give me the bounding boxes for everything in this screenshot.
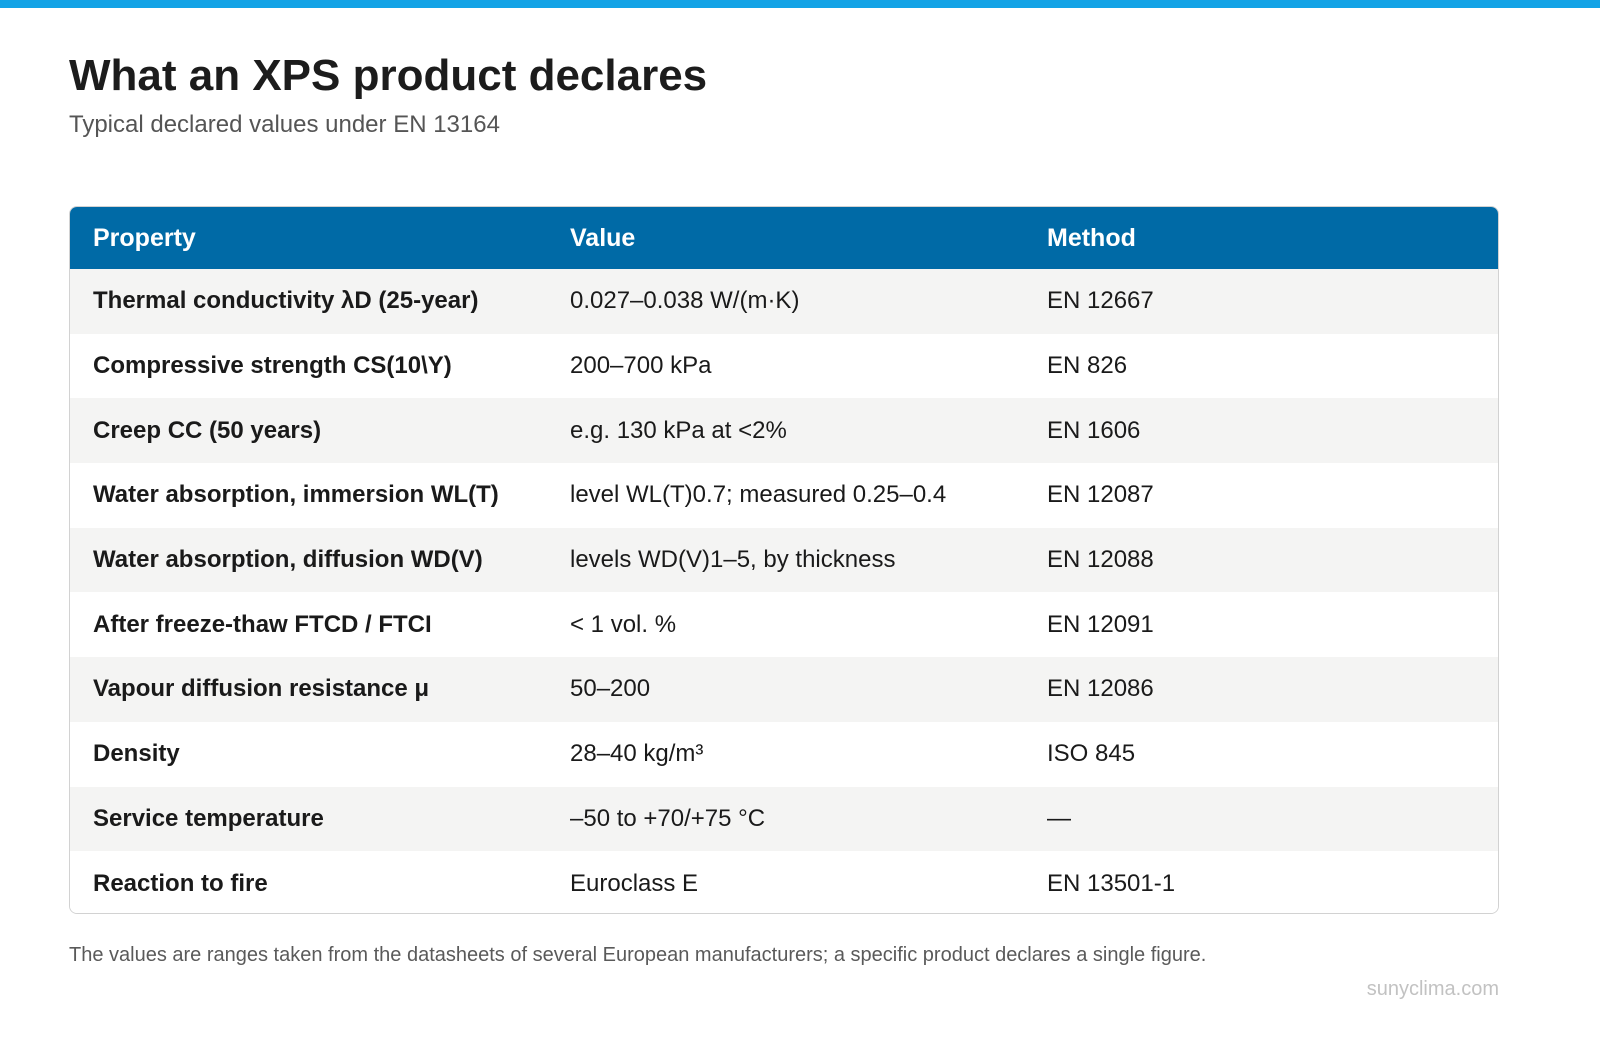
table-row: Vapour diffusion resistance μ 50–200 EN … <box>70 657 1498 722</box>
cell-method: EN 12091 <box>1047 610 1154 638</box>
column-header-method: Method <box>1047 223 1136 252</box>
cell-property: Thermal conductivity λD (25-year) <box>93 287 479 315</box>
cell-value: 200–700 kPa <box>570 352 712 380</box>
cell-property: Water absorption, immersion WL(T) <box>93 481 499 509</box>
cell-value: < 1 vol. % <box>570 610 677 638</box>
cell-property: Compressive strength CS(10\Y) <box>93 352 452 380</box>
source-credit: sunyclima.com <box>1366 978 1499 1000</box>
cell-method: EN 12088 <box>1047 546 1154 574</box>
cell-method: EN 13501-1 <box>1047 869 1176 897</box>
cell-value: e.g. 130 kPa at <2% <box>570 416 787 444</box>
table-row: Water absorption, diffusion WD(V) levels… <box>70 527 1498 593</box>
table-row: Creep CC (50 years) e.g. 130 kPa at <2% … <box>70 398 1498 464</box>
table-row: Reaction to fire Euroclass E EN 13501-1 <box>70 851 1498 913</box>
cell-value: 0.027–0.038 W/(m·K) <box>570 287 800 315</box>
cell-property: Reaction to fire <box>93 869 268 897</box>
table-row: Density 28–40 kg/m³ ISO 845 <box>70 721 1498 787</box>
cell-property: After freeze-thaw FTCD / FTCI <box>93 610 432 638</box>
column-header-property: Property <box>93 223 196 252</box>
cell-method: EN 12086 <box>1047 675 1154 703</box>
cell-property: Vapour diffusion resistance μ <box>93 675 430 703</box>
page-title: What an XPS product declares <box>69 51 708 100</box>
properties-table-card: Property Value Method Thermal conductivi… <box>69 206 1499 914</box>
cell-value: 50–200 <box>570 675 651 703</box>
column-header-value: Value <box>570 223 636 252</box>
cell-value: 28–40 kg/m³ <box>570 740 704 768</box>
table-header-row: Property Value Method <box>70 207 1498 269</box>
footnote: The values are ranges taken from the dat… <box>69 944 1207 966</box>
cell-value: levels WD(V)1–5, by thickness <box>570 546 896 574</box>
table-row: Compressive strength CS(10\Y) 200–700 kP… <box>70 333 1498 399</box>
cell-property: Density <box>93 740 180 768</box>
cell-method: EN 826 <box>1047 352 1128 380</box>
properties-table: Property Value Method Thermal conductivi… <box>70 207 1498 913</box>
cell-method: EN 1606 <box>1047 416 1141 444</box>
cell-property: Water absorption, diffusion WD(V) <box>93 546 483 574</box>
cell-method: — <box>1047 804 1071 832</box>
cell-method: EN 12087 <box>1047 481 1154 509</box>
table-row: Water absorption, immersion WL(T) level … <box>70 463 1498 528</box>
cell-method: ISO 845 <box>1047 740 1136 768</box>
cell-value: level WL(T)0.7; measured 0.25–0.4 <box>570 481 947 509</box>
table-row: After freeze-thaw FTCD / FTCI < 1 vol. %… <box>70 592 1498 658</box>
cell-property: Creep CC (50 years) <box>93 416 322 444</box>
cell-value: Euroclass E <box>570 869 699 897</box>
table-row: Thermal conductivity λD (25-year) 0.027–… <box>70 269 1498 334</box>
cell-value: –50 to +70/+75 °C <box>570 804 766 832</box>
cell-property: Service temperature <box>93 804 324 832</box>
table-row: Service temperature –50 to +70/+75 °C — <box>70 786 1498 852</box>
top-accent-bar <box>0 0 1600 8</box>
page-subtitle: Typical declared values under EN 13164 <box>69 111 500 138</box>
cell-method: EN 12667 <box>1047 287 1154 315</box>
